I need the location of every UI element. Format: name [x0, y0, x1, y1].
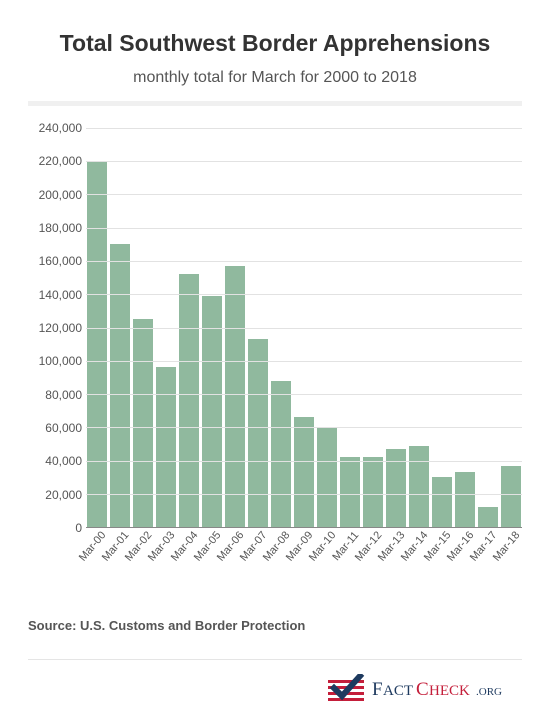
y-tick-label: 20,000 — [45, 488, 82, 502]
gridline — [86, 494, 522, 495]
flag-checkmark-icon — [328, 676, 364, 701]
chart-area: 020,00040,00060,00080,000100,000120,0001… — [28, 128, 522, 528]
y-tick-label: 160,000 — [39, 254, 82, 268]
gridline — [86, 128, 522, 129]
y-tick-label: 240,000 — [39, 121, 82, 135]
x-tick: Mar-01 — [110, 532, 130, 590]
gridline — [86, 261, 522, 262]
bar — [363, 457, 383, 527]
bar — [409, 446, 429, 527]
bar — [156, 367, 176, 527]
gridline — [86, 361, 522, 362]
x-tick: Mar-09 — [294, 532, 314, 590]
x-tick: Mar-07 — [248, 532, 268, 590]
gridline — [86, 394, 522, 395]
x-tick: Mar-08 — [271, 532, 291, 590]
logo-text-fact: F — [372, 679, 383, 700]
bar — [478, 507, 498, 527]
bar — [87, 161, 107, 527]
x-tick: Mar-10 — [317, 532, 337, 590]
x-axis: Mar-00Mar-01Mar-02Mar-03Mar-04Mar-05Mar-… — [86, 532, 522, 590]
y-tick-label: 180,000 — [39, 221, 82, 235]
x-tick: Mar-02 — [133, 532, 153, 590]
header-divider — [28, 101, 522, 106]
y-tick-label: 220,000 — [39, 154, 82, 168]
factcheck-logo: F ACT C HECK .ORG — [28, 674, 522, 715]
y-tick-label: 100,000 — [39, 354, 82, 368]
bar — [317, 427, 337, 527]
x-tick: Mar-06 — [225, 532, 245, 590]
gridline — [86, 461, 522, 462]
bar — [340, 457, 360, 527]
y-tick-label: 120,000 — [39, 321, 82, 335]
bar — [179, 274, 199, 527]
y-tick-label: 60,000 — [45, 421, 82, 435]
logo-text-check: C — [416, 679, 429, 700]
bar — [248, 339, 268, 527]
chart-plot — [86, 128, 522, 528]
x-tick: Mar-13 — [386, 532, 406, 590]
logo-text-org: .ORG — [476, 686, 502, 698]
y-tick-label: 0 — [75, 521, 82, 535]
gridline — [86, 294, 522, 295]
chart-title: Total Southwest Border Apprehensions — [28, 30, 522, 57]
bar — [225, 266, 245, 527]
gridline — [86, 161, 522, 162]
chart-subtitle: monthly total for March for 2000 to 2018 — [28, 69, 522, 87]
bar — [110, 244, 130, 527]
gridline — [86, 194, 522, 195]
x-tick: Mar-05 — [202, 532, 222, 590]
y-tick-label: 40,000 — [45, 454, 82, 468]
bar — [294, 417, 314, 527]
x-tick: Mar-16 — [455, 532, 475, 590]
x-tick: Mar-17 — [478, 532, 498, 590]
y-axis: 020,00040,00060,00080,000100,000120,0001… — [28, 128, 86, 528]
y-tick-label: 140,000 — [39, 288, 82, 302]
bar — [432, 477, 452, 527]
y-tick-label: 200,000 — [39, 188, 82, 202]
x-tick: Mar-12 — [363, 532, 383, 590]
bar — [271, 381, 291, 527]
gridline — [86, 328, 522, 329]
x-tick: Mar-11 — [340, 532, 360, 590]
bar — [501, 466, 521, 528]
gridline — [86, 427, 522, 428]
bar — [133, 319, 153, 527]
x-tick: Mar-14 — [409, 532, 429, 590]
logo-text-check-rest: HECK — [429, 683, 470, 699]
x-tick: Mar-03 — [156, 532, 176, 590]
bar — [202, 296, 222, 527]
source-text: Source: U.S. Customs and Border Protecti… — [28, 618, 522, 633]
x-tick: Mar-04 — [179, 532, 199, 590]
logo-text-fact-rest: ACT — [383, 683, 413, 699]
x-tick: Mar-15 — [432, 532, 452, 590]
gridline — [86, 228, 522, 229]
footer-divider — [28, 659, 522, 660]
y-tick-label: 80,000 — [45, 388, 82, 402]
x-tick: Mar-00 — [87, 532, 107, 590]
bar — [455, 472, 475, 527]
x-tick: Mar-18 — [501, 532, 521, 590]
